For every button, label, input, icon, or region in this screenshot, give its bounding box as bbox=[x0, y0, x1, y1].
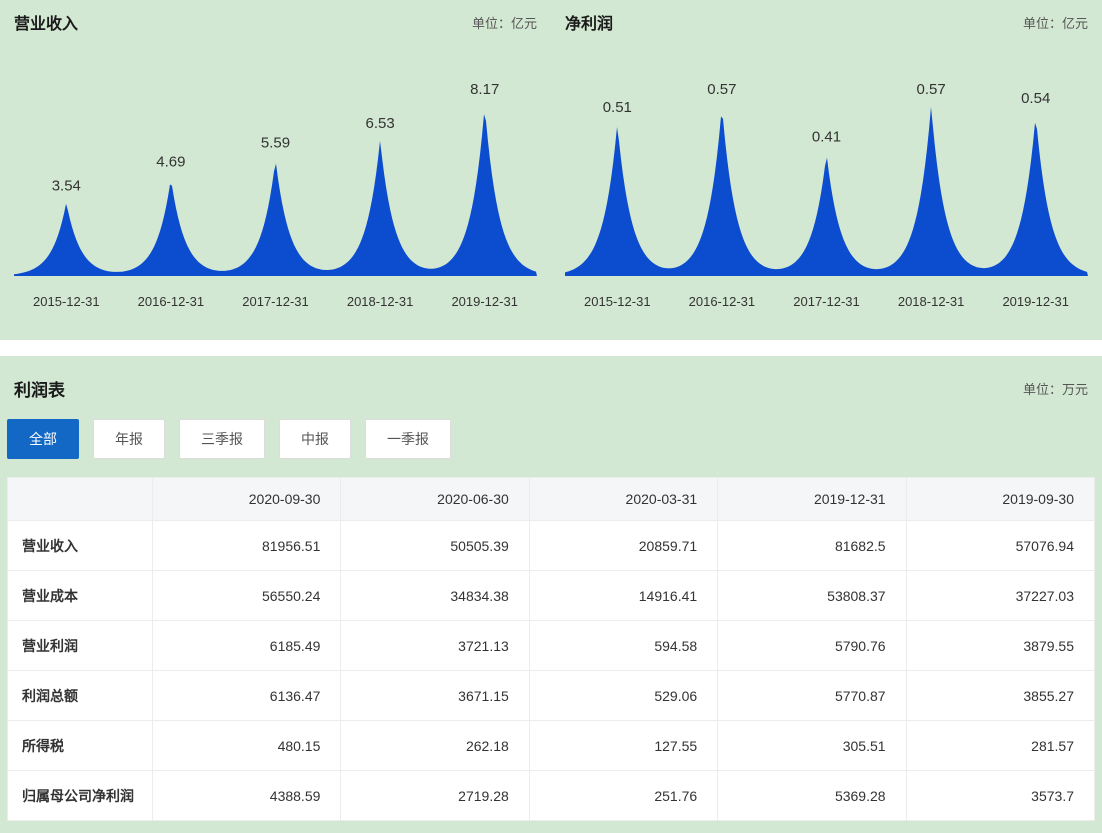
value-cell: 251.76 bbox=[528, 770, 719, 821]
row-label: 归属母公司净利润 bbox=[7, 770, 153, 821]
table-row: 营业利润 6185.49 3721.13 594.58 5790.76 3879.55 bbox=[7, 620, 1096, 671]
x-axis-tick-label: 2016-12-31 bbox=[138, 294, 205, 309]
data-point-value-label: 8.17 bbox=[470, 81, 499, 98]
row-label: 营业利润 bbox=[7, 620, 153, 671]
value-cell: 53808.37 bbox=[717, 570, 907, 621]
value-cell: 594.58 bbox=[528, 620, 719, 671]
revenue-chart-box: 营业收入 单位：亿元 3.54 2015-12-31 4.69 2016-12-31 5… bbox=[0, 0, 551, 340]
x-axis-tick-label: 2018-12-31 bbox=[347, 294, 414, 309]
value-cell: 6136.47 bbox=[151, 670, 342, 721]
value-cell: 127.55 bbox=[528, 720, 719, 771]
net-profit-chart-title: 净利润 bbox=[565, 16, 614, 33]
value-cell: 50505.39 bbox=[340, 520, 530, 571]
column-header: 2019-12-31 bbox=[717, 477, 907, 521]
income-statement-title: 利润表 bbox=[14, 381, 65, 400]
value-cell: 480.15 bbox=[151, 720, 342, 771]
value-cell: 4388.59 bbox=[151, 770, 342, 821]
report-period-filter-group: 全部 年报 三季报 中报 一季报 bbox=[0, 417, 1102, 477]
value-cell: 2719.28 bbox=[340, 770, 530, 821]
value-cell: 5369.28 bbox=[717, 770, 907, 821]
value-cell: 3671.15 bbox=[340, 670, 530, 721]
x-axis-tick-label: 2015-12-31 bbox=[33, 294, 100, 309]
income-table-body: 营业收入 81956.51 50505.39 20859.71 81682.5 57076… bbox=[7, 520, 1096, 821]
area-series bbox=[14, 114, 537, 276]
net-profit-area-chart: 0.51 2015-12-31 0.57 2016-12-31 0.41 2017-12-… bbox=[565, 81, 1088, 309]
filter-button-2[interactable]: 三季报 bbox=[179, 419, 265, 459]
revenue-chart-title: 营业收入 bbox=[14, 16, 79, 33]
table-row: 所得税 480.15 262.18 127.55 305.51 281.57 bbox=[7, 720, 1096, 771]
revenue-unit-label: 单位：亿元 bbox=[471, 15, 537, 31]
x-axis-tick-label: 2017-12-31 bbox=[793, 294, 860, 309]
area-series bbox=[565, 107, 1088, 276]
table-row: 归属母公司净利润 4388.59 2719.28 251.76 5369.28 3573.… bbox=[7, 770, 1096, 821]
filter-button-3[interactable]: 中报 bbox=[279, 419, 351, 459]
value-cell: 3879.55 bbox=[905, 620, 1096, 671]
value-cell: 3573.7 bbox=[905, 770, 1096, 821]
value-cell: 262.18 bbox=[340, 720, 530, 771]
column-header: 2020-03-31 bbox=[528, 477, 719, 521]
data-point-value-label: 3.54 bbox=[52, 177, 81, 194]
x-axis-tick-label: 2015-12-31 bbox=[584, 294, 651, 309]
data-point-value-label: 0.57 bbox=[916, 81, 945, 98]
value-cell: 5790.76 bbox=[717, 620, 907, 671]
column-header: 2020-06-30 bbox=[340, 477, 530, 521]
income-statement-header: 利润表 单位：万元 bbox=[0, 356, 1102, 417]
data-point-value-label: 5.59 bbox=[261, 135, 290, 152]
revenue-area-chart: 3.54 2015-12-31 4.69 2016-12-31 5.59 2017-12-… bbox=[14, 81, 537, 309]
data-point-value-label: 0.57 bbox=[707, 81, 736, 98]
data-point-value-label: 0.41 bbox=[812, 129, 841, 146]
income-statement-table: 2020-09-30 2020-06-30 2020-03-31 2019-12-31… bbox=[7, 477, 1096, 821]
corner-header-cell bbox=[7, 477, 153, 521]
header-row: 2020-09-30 2020-06-30 2020-03-31 2019-12-31… bbox=[7, 477, 1096, 521]
value-cell: 3855.27 bbox=[905, 670, 1096, 721]
row-label: 营业收入 bbox=[7, 520, 153, 571]
data-point-value-label: 4.69 bbox=[156, 153, 185, 170]
value-cell: 281.57 bbox=[905, 720, 1096, 771]
value-cell: 81956.51 bbox=[151, 520, 342, 571]
value-cell: 6185.49 bbox=[151, 620, 342, 671]
x-axis-tick-label: 2016-12-31 bbox=[689, 294, 756, 309]
revenue-chart-header: 营业收入 单位：亿元 bbox=[14, 8, 537, 36]
row-label: 所得税 bbox=[7, 720, 153, 771]
value-cell: 37227.03 bbox=[905, 570, 1096, 621]
table-row: 营业收入 81956.51 50505.39 20859.71 81682.5 57076… bbox=[7, 520, 1096, 571]
column-header: 2020-09-30 bbox=[151, 477, 342, 521]
value-cell: 56550.24 bbox=[151, 570, 342, 621]
net-profit-chart-box: 净利润 单位：亿元 0.51 2015-12-31 0.57 2016-12-31 0.… bbox=[551, 0, 1102, 340]
income-statement-panel: 利润表 单位：万元 全部 年报 三季报 中报 一季报 2020-09-30 2020-06… bbox=[0, 356, 1102, 833]
row-label: 利润总额 bbox=[7, 670, 153, 721]
charts-panel: 营业收入 单位：亿元 3.54 2015-12-31 4.69 2016-12-31 5… bbox=[0, 0, 1102, 340]
data-point-value-label: 0.54 bbox=[1021, 90, 1050, 107]
value-cell: 3721.13 bbox=[340, 620, 530, 671]
income-statement-unit-label: 单位：万元 bbox=[1022, 382, 1088, 397]
section-divider bbox=[0, 340, 1102, 356]
table-row: 利润总额 6136.47 3671.15 529.06 5770.87 3855.27 bbox=[7, 670, 1096, 721]
column-header: 2019-09-30 bbox=[905, 477, 1096, 521]
value-cell: 529.06 bbox=[528, 670, 719, 721]
income-table-head: 2020-09-30 2020-06-30 2020-03-31 2019-12-31… bbox=[7, 477, 1096, 521]
x-axis-tick-label: 2017-12-31 bbox=[242, 294, 309, 309]
x-axis-tick-label: 2019-12-31 bbox=[451, 294, 518, 309]
x-axis-tick-label: 2019-12-31 bbox=[1002, 294, 1068, 309]
value-cell: 57076.94 bbox=[905, 520, 1096, 571]
value-cell: 5770.87 bbox=[717, 670, 907, 721]
filter-button-1[interactable]: 年报 bbox=[93, 419, 165, 459]
value-cell: 81682.5 bbox=[717, 520, 907, 571]
value-cell: 20859.71 bbox=[528, 520, 719, 571]
value-cell: 34834.38 bbox=[340, 570, 530, 621]
value-cell: 305.51 bbox=[717, 720, 907, 771]
data-point-value-label: 6.53 bbox=[365, 115, 394, 132]
x-axis-tick-label: 2018-12-31 bbox=[898, 294, 965, 309]
filter-button-0[interactable]: 全部 bbox=[7, 419, 79, 459]
filter-button-4[interactable]: 一季报 bbox=[365, 419, 451, 459]
row-label: 营业成本 bbox=[7, 570, 153, 621]
value-cell: 14916.41 bbox=[528, 570, 719, 621]
table-row: 营业成本 56550.24 34834.38 14916.41 53808.37 3722… bbox=[7, 570, 1096, 621]
net-profit-chart-header: 净利润 单位：亿元 bbox=[565, 8, 1088, 36]
net-profit-unit-label: 单位：亿元 bbox=[1022, 15, 1088, 31]
data-point-value-label: 0.51 bbox=[603, 99, 632, 116]
